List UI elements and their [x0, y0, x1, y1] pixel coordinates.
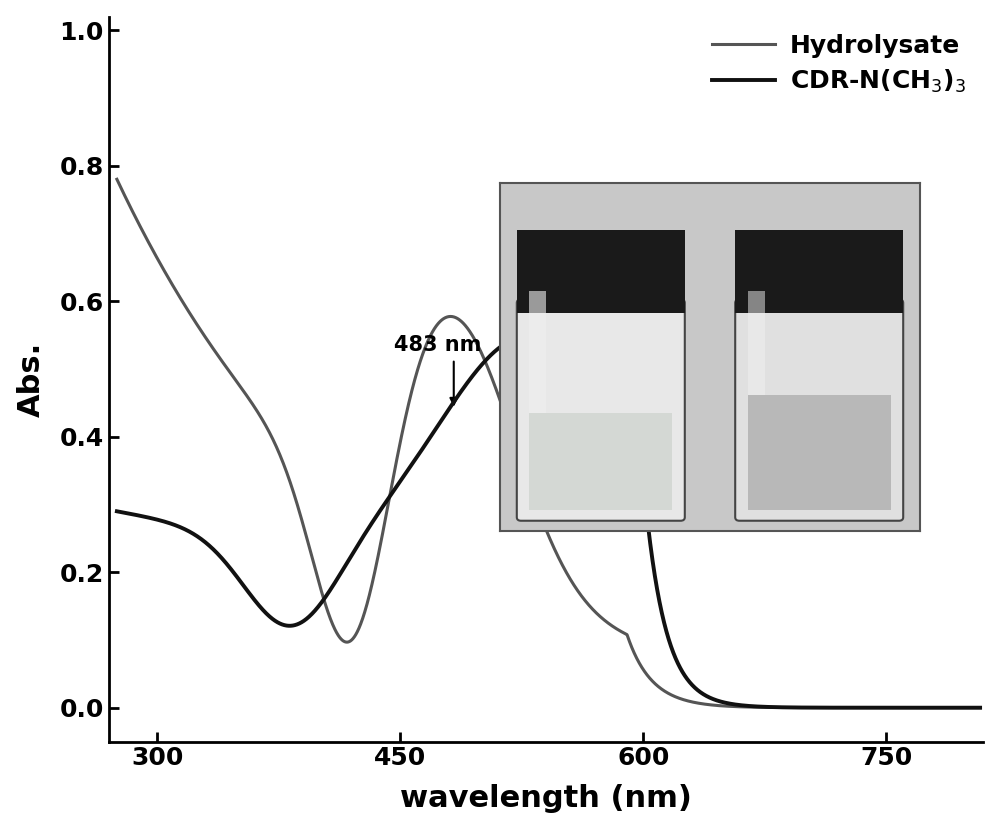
Text: 483 nm: 483 nm: [394, 335, 481, 355]
Bar: [735, 230, 903, 313]
FancyBboxPatch shape: [517, 300, 685, 520]
Y-axis label: Abs.: Abs.: [17, 341, 46, 417]
Bar: [748, 395, 891, 510]
Bar: [529, 290, 546, 413]
FancyBboxPatch shape: [735, 300, 903, 520]
Bar: [517, 230, 685, 313]
Legend: Hydrolysate, CDR-N(CH$_3$)$_3$: Hydrolysate, CDR-N(CH$_3$)$_3$: [702, 24, 976, 105]
Text: 531 nm: 531 nm: [509, 335, 596, 355]
Bar: [748, 290, 765, 395]
X-axis label: wavelength (nm): wavelength (nm): [400, 784, 692, 813]
Bar: [529, 413, 672, 510]
